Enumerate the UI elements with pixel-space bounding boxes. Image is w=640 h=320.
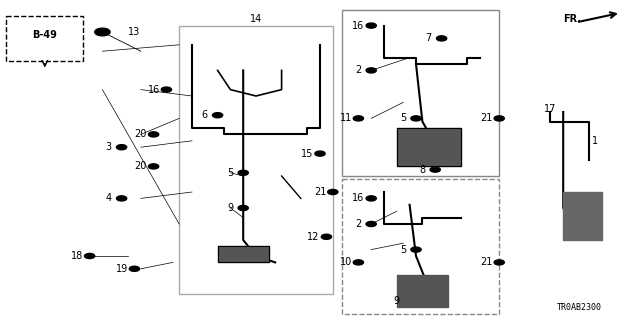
Polygon shape: [397, 275, 448, 307]
Circle shape: [366, 23, 376, 28]
Polygon shape: [563, 192, 602, 240]
Circle shape: [494, 116, 504, 121]
Circle shape: [129, 266, 140, 271]
Bar: [6, 16, 83, 61]
Text: 1: 1: [592, 136, 598, 146]
Circle shape: [84, 253, 95, 259]
Bar: [342, 179, 499, 314]
Text: 20: 20: [134, 161, 147, 172]
Text: 17: 17: [544, 104, 557, 114]
Text: 2: 2: [355, 65, 362, 76]
Text: 5: 5: [400, 244, 406, 255]
Circle shape: [161, 87, 172, 92]
Circle shape: [238, 170, 248, 175]
Circle shape: [366, 68, 376, 73]
Text: 10: 10: [339, 257, 352, 268]
Circle shape: [116, 196, 127, 201]
Text: 12: 12: [307, 232, 320, 242]
Text: FR.: FR.: [563, 14, 581, 24]
Circle shape: [148, 164, 159, 169]
Circle shape: [328, 189, 338, 195]
Bar: [179, 26, 333, 294]
Text: 18: 18: [70, 251, 83, 261]
Circle shape: [148, 132, 159, 137]
Text: 16: 16: [352, 20, 365, 31]
Circle shape: [404, 298, 415, 303]
Text: 14: 14: [250, 14, 262, 24]
Circle shape: [321, 234, 332, 239]
Text: 2: 2: [355, 219, 362, 229]
Circle shape: [95, 28, 110, 36]
Text: 16: 16: [147, 84, 160, 95]
Circle shape: [116, 145, 127, 150]
Circle shape: [411, 116, 421, 121]
Text: 5: 5: [227, 168, 234, 178]
Text: 8: 8: [419, 164, 426, 175]
Bar: [342, 10, 499, 176]
Circle shape: [366, 196, 376, 201]
Text: 21: 21: [480, 257, 493, 268]
Text: 19: 19: [115, 264, 128, 274]
Text: 16: 16: [352, 193, 365, 204]
Text: 9: 9: [227, 203, 234, 213]
Text: 4: 4: [106, 193, 112, 204]
Polygon shape: [397, 128, 461, 166]
Text: 9: 9: [394, 296, 400, 306]
Circle shape: [238, 205, 248, 211]
Circle shape: [315, 151, 325, 156]
Text: 21: 21: [314, 187, 326, 197]
Circle shape: [436, 36, 447, 41]
Text: 3: 3: [106, 142, 112, 152]
Circle shape: [353, 260, 364, 265]
Text: 15: 15: [301, 148, 314, 159]
Circle shape: [430, 167, 440, 172]
Circle shape: [353, 116, 364, 121]
Text: 11: 11: [339, 113, 352, 124]
Text: B-49: B-49: [33, 30, 57, 40]
Circle shape: [366, 221, 376, 227]
Text: 7: 7: [426, 33, 432, 44]
Text: 20: 20: [134, 129, 147, 140]
Circle shape: [212, 113, 223, 118]
Text: 6: 6: [202, 110, 208, 120]
Text: 13: 13: [128, 27, 140, 37]
Polygon shape: [218, 246, 269, 262]
Circle shape: [494, 260, 504, 265]
Text: TR0AB2300: TR0AB2300: [557, 303, 602, 312]
Circle shape: [411, 247, 421, 252]
Text: 5: 5: [400, 113, 406, 124]
Text: 21: 21: [480, 113, 493, 124]
